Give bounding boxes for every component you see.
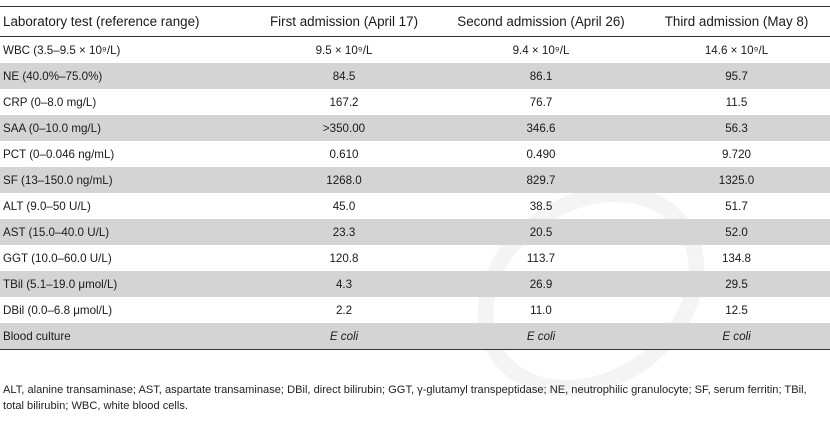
table-row: AST (15.0–40.0 U/L) 23.3 20.5 52.0: [0, 219, 830, 245]
first-admission-value: 23.3: [249, 219, 439, 245]
third-admission-value: 29.5: [643, 271, 830, 297]
test-label: ALT (9.0–50 U/L): [3, 199, 91, 213]
first-admission-value: 0.610: [329, 147, 359, 161]
first-admission-value: 4.3: [249, 271, 439, 297]
first-admission-value: 167.2: [329, 95, 359, 109]
table-row: PCT (0–0.046 ng/mL) 0.610 0.490 9.720: [0, 141, 830, 167]
second-admission-value: 38.5: [529, 199, 553, 213]
test-label: TBil (5.1–19.0 μmol/L): [0, 271, 249, 297]
column-header-second-admission: Second admission (April 26): [439, 6, 643, 37]
first-admission-value: 45.0: [332, 199, 356, 213]
table-row: SF (13–150.0 ng/mL) 1268.0 829.7 1325.0: [0, 167, 830, 193]
column-header-third-admission: Third admission (May 8): [643, 6, 830, 37]
test-label: AST (15.0–40.0 U/L): [0, 219, 249, 245]
second-admission-value: 76.7: [529, 95, 553, 109]
second-admission-value: 86.1: [439, 63, 643, 89]
test-label: DBil (0.0–6.8 μmol/L): [3, 303, 113, 317]
third-admission-value: 56.3: [643, 115, 830, 141]
lab-results-table: Laboratory test (reference range) First …: [0, 6, 830, 350]
third-admission-value: 52.0: [643, 219, 830, 245]
third-admission-value: 1325.0: [643, 167, 830, 193]
column-header-test: Laboratory test (reference range): [0, 6, 249, 37]
table-header-row: Laboratory test (reference range) First …: [0, 6, 830, 37]
third-admission-value: 11.5: [725, 95, 748, 109]
test-label: GGT (10.0–60.0 U/L): [3, 251, 112, 265]
table-row: WBC (3.5–9.5 × 10⁹/L) 9.5 × 10⁹/L 9.4 × …: [0, 37, 830, 64]
second-admission-value: 26.9: [439, 271, 643, 297]
first-admission-value: E coli: [249, 323, 439, 350]
second-admission-value: 346.6: [439, 115, 643, 141]
table-row: SAA (0–10.0 mg/L) >350.00 346.6 56.3: [0, 115, 830, 141]
test-label: PCT (0–0.046 ng/mL): [3, 147, 115, 161]
test-label: CRP (0–8.0 mg/L): [3, 95, 97, 109]
table-row: NE (40.0%–75.0%) 84.5 86.1 95.7: [0, 63, 830, 89]
table-row: Blood culture E coli E coli E coli: [0, 323, 830, 350]
table-row: DBil (0.0–6.8 μmol/L) 2.2 11.0 12.5: [0, 297, 830, 323]
first-admission-value: 84.5: [249, 63, 439, 89]
table-row: GGT (10.0–60.0 U/L) 120.8 113.7 134.8: [0, 245, 830, 271]
column-header-first-admission: First admission (April 17): [249, 6, 439, 37]
first-admission-value: 1268.0: [249, 167, 439, 193]
test-label: WBC (3.5–9.5 × 10⁹/L): [3, 43, 121, 57]
third-admission-value: 51.7: [725, 199, 748, 213]
test-label: SAA (0–10.0 mg/L): [0, 115, 249, 141]
test-label: SF (13–150.0 ng/mL): [0, 167, 249, 193]
second-admission-value: 20.5: [439, 219, 643, 245]
second-admission-value: 113.7: [526, 251, 556, 265]
second-admission-value: 9.4 × 10⁹/L: [512, 43, 570, 57]
third-admission-value: 95.7: [643, 63, 830, 89]
first-admission-value: 9.5 × 10⁹/L: [315, 43, 373, 57]
first-admission-value: 2.2: [335, 303, 353, 317]
test-label: NE (40.0%–75.0%): [0, 63, 249, 89]
second-admission-value: 829.7: [439, 167, 643, 193]
third-admission-value: E coli: [643, 323, 830, 350]
table-row: CRP (0–8.0 mg/L) 167.2 76.7 11.5: [0, 89, 830, 115]
third-admission-value: 14.6 × 10⁹/L: [704, 43, 769, 57]
third-admission-value: 134.8: [721, 251, 751, 265]
first-admission-value: >350.00: [249, 115, 439, 141]
second-admission-value: 11.0: [530, 303, 552, 317]
second-admission-value: 0.490: [526, 147, 556, 161]
test-label: Blood culture: [0, 323, 249, 350]
table-footnote: ALT, alanine transaminase; AST, aspartat…: [3, 384, 807, 412]
table-row: TBil (5.1–19.0 μmol/L) 4.3 26.9 29.5: [0, 271, 830, 297]
first-admission-value: 120.8: [329, 251, 359, 265]
third-admission-value: 9.720: [721, 147, 751, 161]
table-row: ALT (9.0–50 U/L) 45.0 38.5 51.7: [0, 193, 830, 219]
third-admission-value: 12.5: [725, 303, 748, 317]
second-admission-value: E coli: [439, 323, 643, 350]
